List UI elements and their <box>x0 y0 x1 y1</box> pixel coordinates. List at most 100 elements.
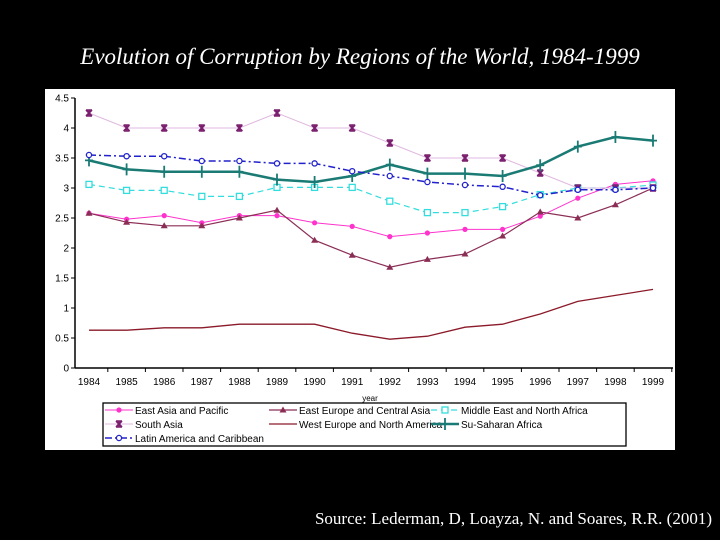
y-tick-label: 3 <box>63 184 69 195</box>
legend-label: Su-Saharan Africa <box>461 420 543 431</box>
y-tick-label: 2 <box>63 244 69 255</box>
data-point <box>423 255 431 262</box>
data-point <box>312 220 318 226</box>
x-tick-label: 1991 <box>341 377 364 388</box>
data-point <box>311 160 318 167</box>
legend-item: West Europe and North America <box>269 420 443 431</box>
data-point <box>274 213 280 219</box>
data-point <box>461 250 469 257</box>
data-point <box>498 202 507 211</box>
x-tick-label: 1988 <box>228 377 251 388</box>
data-point <box>611 131 620 143</box>
data-point <box>273 160 281 167</box>
data-point <box>235 192 244 201</box>
x-tick-label: 1997 <box>567 377 590 388</box>
data-point <box>575 195 581 201</box>
data-point <box>649 184 657 192</box>
series-line <box>88 183 654 214</box>
data-point <box>348 167 356 175</box>
data-point <box>423 208 432 217</box>
legend-box <box>102 402 627 447</box>
data-point <box>348 124 356 132</box>
data-point <box>462 226 468 232</box>
legend-marker <box>441 406 449 414</box>
data-point <box>500 226 506 232</box>
data-point <box>160 152 168 160</box>
data-point <box>197 165 206 178</box>
series-middle-east-and-north-africa <box>85 180 657 217</box>
data-point <box>424 230 430 236</box>
series-line <box>89 288 654 340</box>
data-point <box>499 232 507 239</box>
data-point <box>348 251 356 258</box>
y-tick-label: 1 <box>63 304 69 315</box>
series-east-europe-and-central-asia <box>85 184 657 270</box>
data-point <box>461 154 469 162</box>
legend-marker <box>115 434 123 442</box>
data-point <box>123 124 131 132</box>
data-point <box>85 209 93 216</box>
x-tick-label: 1985 <box>115 377 138 388</box>
series-layer <box>85 109 657 340</box>
slide-title: Evolution of Corruption by Regions of th… <box>80 44 640 69</box>
series-line <box>88 187 654 268</box>
legend-marker <box>279 406 287 413</box>
data-point <box>198 192 206 201</box>
data-point <box>612 186 619 194</box>
x-tick-label: 1994 <box>454 377 477 388</box>
data-point <box>85 151 93 159</box>
data-point <box>349 223 355 229</box>
data-point <box>536 191 544 199</box>
data-point <box>85 109 93 117</box>
data-point <box>235 124 243 132</box>
legend-label: Latin America and Caribbean <box>135 434 264 445</box>
data-point <box>537 213 543 219</box>
series-line <box>88 112 653 189</box>
data-point <box>387 234 393 240</box>
y-tick-label: 0 <box>63 364 69 375</box>
legend-item: East Asia and Pacific <box>105 406 228 417</box>
y-tick-label: 4.5 <box>55 94 69 105</box>
data-point <box>498 170 507 182</box>
data-point <box>198 222 206 229</box>
data-point <box>85 180 93 189</box>
x-tick-label: 1984 <box>78 377 101 388</box>
series-latin-america-and-caribbean <box>85 151 657 199</box>
data-point <box>386 263 394 270</box>
x-tick-label: 1987 <box>191 377 214 388</box>
x-tick-label: 1995 <box>491 377 514 388</box>
data-point <box>235 214 243 221</box>
y-tick-label: 3.5 <box>55 154 69 165</box>
data-point <box>423 167 432 180</box>
data-point <box>236 157 243 165</box>
legend-item: Latin America and Caribbean <box>105 434 264 445</box>
y-tick-label: 0.5 <box>55 334 69 345</box>
y-tick-label: 4 <box>63 124 69 135</box>
legend: East Asia and Pacific East Europe and Cen… <box>102 402 627 447</box>
series-su-saharan-africa <box>85 131 657 188</box>
data-point <box>122 186 131 195</box>
data-point <box>123 218 131 225</box>
source-citation: Source: Lederman, D, Loayza, N. and Soar… <box>314 509 712 528</box>
data-point <box>160 165 169 178</box>
data-point <box>160 186 168 195</box>
data-point <box>423 154 431 162</box>
data-point <box>574 186 582 194</box>
y-tick-label: 1.5 <box>55 274 69 285</box>
legend-label: East Asia and Pacific <box>135 406 228 417</box>
legend-item: South Asia <box>105 420 183 431</box>
legend-label: Middle East and North Africa <box>461 406 588 417</box>
data-point <box>198 124 206 132</box>
x-tick-label: 1990 <box>303 377 326 388</box>
x-axis-title: year <box>362 394 378 403</box>
data-point <box>311 124 319 132</box>
legend-item: Su-Saharan Africa <box>431 418 543 431</box>
data-point <box>536 159 545 172</box>
chart-panel: 0 0.5 1 1.5 2 2.5 3 3.5 4 4.5 1984 1985 1986 1987 1988… <box>45 89 675 450</box>
x-tick-label: 1986 <box>153 377 176 388</box>
legend-marker <box>115 420 123 428</box>
x-tick-label: 1992 <box>379 377 402 388</box>
legend-marker <box>116 407 122 413</box>
data-point <box>386 197 394 205</box>
line-chart: 0 0.5 1 1.5 2 2.5 3 3.5 4 4.5 1984 1985 1986 1987 1988… <box>55 94 673 447</box>
